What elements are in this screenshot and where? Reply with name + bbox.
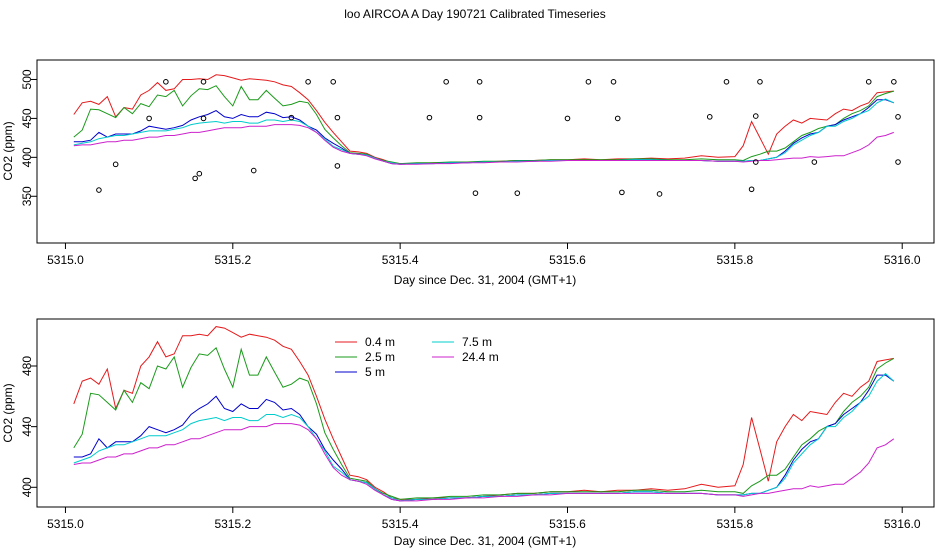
x-tick-label: 5315.2 xyxy=(214,253,251,267)
scatter-point xyxy=(305,79,311,85)
bottom-y-axis-label: CO2 (ppm) xyxy=(1,383,15,442)
scatter-point xyxy=(619,189,625,196)
top-scatter-points xyxy=(96,79,901,197)
series-line-7-5-m xyxy=(73,372,895,502)
top-series-lines xyxy=(73,74,895,165)
scatter-point xyxy=(250,167,257,174)
top-plot-frame xyxy=(36,59,935,244)
scatter-point xyxy=(334,114,341,121)
scatter-point xyxy=(748,186,755,193)
x-tick-label: 5315.8 xyxy=(717,517,754,531)
legend-label: 5 m xyxy=(365,365,385,379)
scatter-point xyxy=(476,114,483,121)
x-tick-label: 5315.0 xyxy=(47,517,84,531)
bottom-x-axis-label: Day since Dec. 31, 2004 (GMT+1) xyxy=(394,534,576,548)
series-line-0-4-m xyxy=(73,74,894,165)
series-line-5-m xyxy=(73,374,895,502)
scatter-point xyxy=(564,115,571,122)
x-tick-label: 5315.6 xyxy=(549,517,586,531)
scatter-point xyxy=(752,159,759,165)
scatter-point xyxy=(334,163,341,169)
scatter-point xyxy=(146,115,152,122)
y-tick-label: 440 xyxy=(20,416,34,436)
y-tick-label: 350 xyxy=(20,186,34,206)
scatter-point xyxy=(192,175,198,182)
bottom-panel: 5315.0 5315.2 5315.4 5315.6 5315.8 5316.0 400… xyxy=(1,318,935,548)
scatter-point xyxy=(514,190,521,196)
y-tick-label: 500 xyxy=(20,69,34,89)
scatter-point xyxy=(757,79,763,85)
top-y-axis: 350 400 450 500 xyxy=(20,69,37,206)
scatter-point xyxy=(811,159,818,165)
series-line-2-5-m xyxy=(73,346,895,500)
scatter-point xyxy=(330,79,337,85)
scatter-point xyxy=(200,115,207,122)
scatter-point xyxy=(476,79,483,85)
series-line-7-5-m xyxy=(73,98,895,165)
x-tick-label: 5316.0 xyxy=(884,253,921,267)
x-tick-label: 5316.0 xyxy=(884,517,921,531)
y-tick-label: 450 xyxy=(20,108,34,128)
bottom-y-axis: 400 440 480 xyxy=(20,356,37,497)
scatter-point xyxy=(443,79,449,85)
scatter-point xyxy=(723,79,730,85)
x-tick-label: 5315.0 xyxy=(47,253,84,267)
scatter-point xyxy=(112,161,119,168)
x-tick-label: 5315.4 xyxy=(382,517,419,531)
scatter-point xyxy=(610,79,617,85)
x-tick-label: 5315.4 xyxy=(382,253,419,267)
y-tick-label: 400 xyxy=(20,147,34,167)
y-tick-label: 480 xyxy=(20,356,34,376)
top-x-axis-label: Day since Dec. 31, 2004 (GMT+1) xyxy=(394,273,576,287)
top-x-axis: 5315.0 5315.2 5315.4 5315.6 5315.8 5316.0 xyxy=(47,243,921,267)
scatter-point xyxy=(865,79,872,85)
scatter-point xyxy=(752,113,759,119)
legend-label: 2.5 m xyxy=(365,350,395,364)
bottom-x-axis: 5315.0 5315.2 5315.4 5315.6 5315.8 5316.0 xyxy=(47,507,921,531)
legend-label: 0.4 m xyxy=(365,335,395,349)
series-line-2-5-m xyxy=(73,85,894,165)
scatter-point xyxy=(614,115,621,122)
scatter-point xyxy=(895,114,901,120)
figure-title: loo AIRCOA A Day 190721 Calibrated Times… xyxy=(344,7,606,21)
scatter-point xyxy=(895,159,901,165)
top-panel: 5315.0 5315.2 5315.4 5315.6 5315.8 5316.0 350… xyxy=(1,59,935,287)
scatter-point xyxy=(200,79,207,85)
legend: 0.4 m 7.5 m 2.5 m 24.4 m 5 m xyxy=(335,335,499,379)
legend-label: 24.4 m xyxy=(462,350,499,364)
scatter-point xyxy=(426,114,433,121)
scatter-point xyxy=(706,114,713,120)
scatter-point xyxy=(585,79,592,85)
x-tick-label: 5315.2 xyxy=(214,517,251,531)
series-line-24-4-m xyxy=(73,423,895,502)
scatter-point xyxy=(472,190,479,196)
top-y-axis-label: CO2 (ppm) xyxy=(1,121,15,180)
scatter-point xyxy=(96,187,102,193)
bottom-series-lines xyxy=(73,326,895,502)
scatter-point xyxy=(163,79,169,85)
scatter-point xyxy=(288,114,295,121)
y-tick-label: 400 xyxy=(20,477,34,497)
scatter-point xyxy=(891,79,897,85)
x-tick-label: 5315.8 xyxy=(717,253,754,267)
scatter-point xyxy=(656,191,663,197)
bottom-plot-frame xyxy=(36,318,935,508)
scatter-point xyxy=(196,170,203,177)
x-tick-label: 5315.6 xyxy=(549,253,586,267)
series-line-24-4-m xyxy=(73,124,894,165)
legend-label: 7.5 m xyxy=(462,335,492,349)
